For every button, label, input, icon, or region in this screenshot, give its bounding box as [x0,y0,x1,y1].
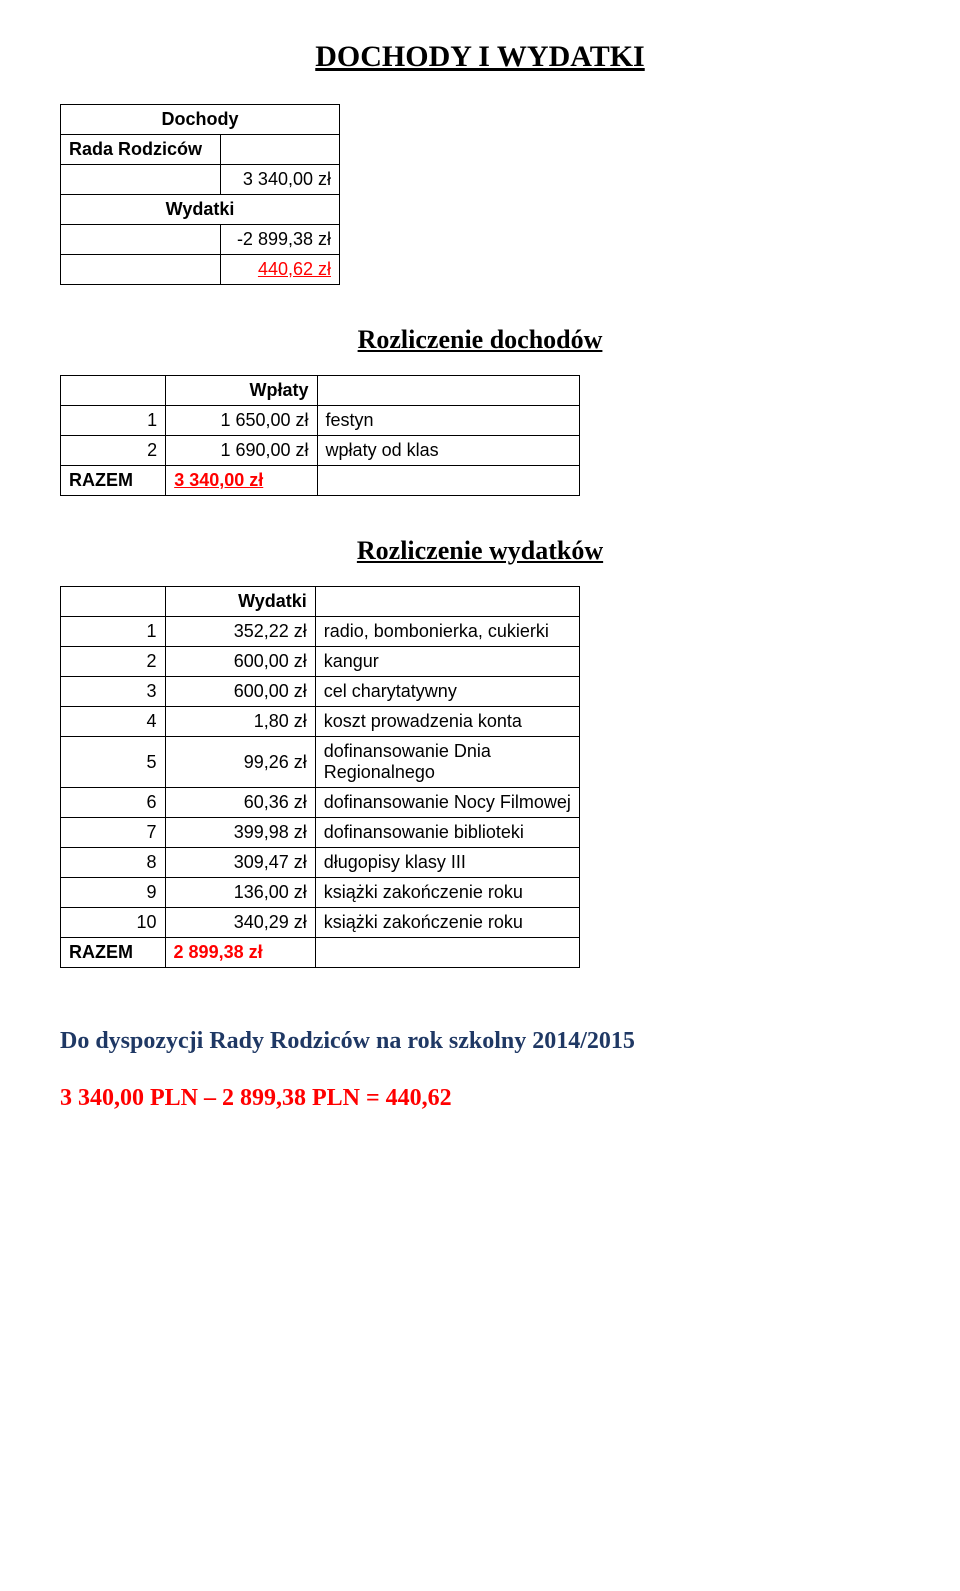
table-row: 3 340,00 zł [61,165,340,195]
table-row: -2 899,38 zł [61,225,340,255]
footer-line-2: 3 340,00 PLN – 2 899,38 PLN = 440,62 [60,1085,900,1112]
income-table: Wpłaty 11 650,00 złfestyn21 690,00 złwpł… [60,375,580,496]
row-desc: dofinansowanie biblioteki [315,818,579,848]
expenses-header: Wydatki [165,587,315,617]
table-row: 41,80 złkoszt prowadzenia konta [61,707,580,737]
row-amount: 60,36 zł [165,788,315,818]
income-heading: Rozliczenie dochodów [60,325,900,355]
table-row: 440,62 zł [61,255,340,285]
row-amount: 340,29 zł [165,908,315,938]
summary-dochody-label: Dochody [61,105,340,135]
row-amount: 352,22 zł [165,617,315,647]
table-row: 660,36 złdofinansowanie Nocy Filmowej [61,788,580,818]
row-number: 1 [61,617,166,647]
page-title: DOCHODY I WYDATKI [60,40,900,74]
row-number: 5 [61,737,166,788]
row-number: 9 [61,878,166,908]
row-amount: 399,98 zł [165,818,315,848]
table-row: Wydatki [61,587,580,617]
summary-rada-value: 3 340,00 zł [221,165,340,195]
summary-balance-value: 440,62 zł [221,255,340,285]
table-row: 1352,22 złradio, bombonierka, cukierki [61,617,580,647]
expenses-table: Wydatki 1352,22 złradio, bombonierka, cu… [60,586,580,968]
summary-wydatki-value: -2 899,38 zł [221,225,340,255]
row-number: 7 [61,818,166,848]
table-row: 11 650,00 złfestyn [61,406,580,436]
row-number: 6 [61,788,166,818]
income-razem-value: 3 340,00 zł [166,466,317,496]
summary-rada-cell [221,135,340,165]
table-row: Rada Rodziców [61,135,340,165]
row-amount: 1 650,00 zł [166,406,317,436]
row-desc: dofinansowanie Nocy Filmowej [315,788,579,818]
row-desc: dofinansowanie Dnia Regionalnego [315,737,579,788]
income-razem-blank [317,466,579,496]
income-header: Wpłaty [166,376,317,406]
row-amount: 1 690,00 zł [166,436,317,466]
row-number: 4 [61,707,166,737]
table-row: 3600,00 złcel charytatywny [61,677,580,707]
row-desc: długopisy klasy III [315,848,579,878]
summary-rada-label: Rada Rodziców [61,135,221,165]
row-number: 1 [61,406,166,436]
row-desc: wpłaty od klas [317,436,579,466]
row-number: 10 [61,908,166,938]
income-blank-header [317,376,579,406]
table-row: 599,26 złdofinansowanie Dnia Regionalneg… [61,737,580,788]
expenses-razem-label: RAZEM [61,938,166,968]
expenses-razem-blank [315,938,579,968]
table-row: 7399,98 złdofinansowanie biblioteki [61,818,580,848]
row-desc: książki zakończenie roku [315,878,579,908]
summary-wydatki-label: Wydatki [61,195,340,225]
table-row: Dochody [61,105,340,135]
row-desc: festyn [317,406,579,436]
table-row: 9136,00 złksiążki zakończenie roku [61,878,580,908]
row-number: 3 [61,677,166,707]
expenses-blank-header [315,587,579,617]
row-desc: cel charytatywny [315,677,579,707]
row-number: 2 [61,647,166,677]
row-amount: 136,00 zł [165,878,315,908]
row-amount: 99,26 zł [165,737,315,788]
row-desc: książki zakończenie roku [315,908,579,938]
row-number: 8 [61,848,166,878]
table-row: 8309,47 złdługopisy klasy III [61,848,580,878]
row-amount: 309,47 zł [165,848,315,878]
row-amount: 600,00 zł [165,647,315,677]
summary-empty-cell [61,225,221,255]
table-row: RAZEM 2 899,38 zł [61,938,580,968]
table-row: Wpłaty [61,376,580,406]
table-row: 2600,00 złkangur [61,647,580,677]
table-row: 21 690,00 złwpłaty od klas [61,436,580,466]
expenses-heading: Rozliczenie wydatków [60,536,900,566]
row-amount: 1,80 zł [165,707,315,737]
table-row: RAZEM 3 340,00 zł [61,466,580,496]
expenses-blank-header [61,587,166,617]
row-amount: 600,00 zł [165,677,315,707]
expenses-razem-value: 2 899,38 zł [165,938,315,968]
footer-line-1: Do dyspozycji Rady Rodziców na rok szkol… [60,1028,900,1055]
row-desc: kangur [315,647,579,677]
table-row: 10340,29 złksiążki zakończenie roku [61,908,580,938]
row-number: 2 [61,436,166,466]
summary-empty-cell [61,165,221,195]
row-desc: koszt prowadzenia konta [315,707,579,737]
row-desc: radio, bombonierka, cukierki [315,617,579,647]
income-razem-label: RAZEM [61,466,166,496]
summary-table: Dochody Rada Rodziców 3 340,00 zł Wydatk… [60,104,340,285]
table-row: Wydatki [61,195,340,225]
income-blank-header [61,376,166,406]
summary-empty-cell [61,255,221,285]
